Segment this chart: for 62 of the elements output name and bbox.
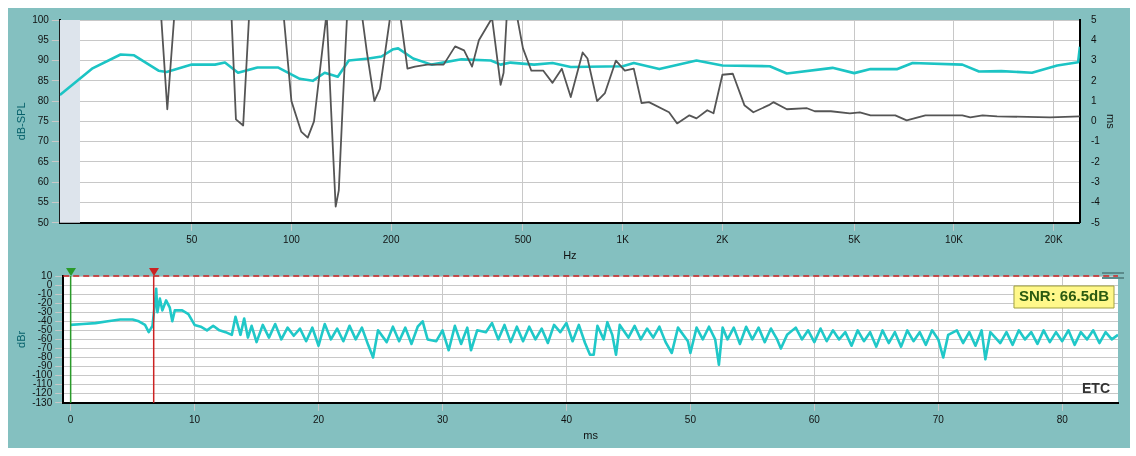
y-tick-label: 65 (37, 155, 50, 167)
x-axis-title: Hz (563, 249, 577, 262)
y2-tick-label: 5 (1090, 13, 1097, 25)
y2-tick-label: 1 (1090, 94, 1097, 106)
annotation: SNR: 66.5dB (1018, 287, 1110, 305)
annotation: ETC (1082, 379, 1110, 396)
y-tick-label: 70 (37, 135, 50, 147)
y-tick-label: 50 (37, 216, 50, 228)
y2-tick-label: -5 (1090, 216, 1101, 228)
y-tick-label: -130 (32, 396, 53, 408)
x-axis-title: ms (583, 429, 599, 442)
x-tick-label: 80 (1056, 413, 1069, 425)
x-tick-label: 100 (283, 233, 301, 245)
x-tick-label: 60 (808, 413, 821, 425)
y-tick-label: -20 (37, 296, 53, 308)
y2-tick-label: -1 (1090, 135, 1101, 147)
y-tick-label: 55 (37, 196, 50, 208)
x-tick-label: 40 (560, 413, 573, 425)
y-axis-title: dBr (14, 330, 27, 348)
y2-tick-label: 3 (1090, 54, 1097, 66)
y-tick-label: 10 (41, 269, 53, 281)
y-tick-label: 75 (37, 115, 50, 127)
y2-tick-label: 0 (1090, 115, 1097, 127)
y-tick-label: 60 (37, 175, 50, 187)
y2-tick-label: -3 (1090, 175, 1101, 187)
y-tick-label: -70 (37, 342, 53, 354)
x-tick-label: 70 (932, 413, 945, 425)
y2-tick-label: 2 (1090, 74, 1097, 86)
y-tick-label: 95 (37, 34, 50, 46)
x-tick-label: 500 (514, 233, 532, 245)
y-tick-label: -50 (37, 324, 53, 336)
y-tick-label: 90 (37, 54, 50, 66)
x-tick-label: 10 (189, 413, 201, 425)
x-tick-label: 30 (436, 413, 449, 425)
x-tick-label: 10K (945, 233, 964, 245)
y2-tick-label: -4 (1090, 196, 1101, 208)
y-tick-label: -60 (37, 333, 53, 345)
x-tick-label: 20K (1044, 233, 1063, 245)
y-tick-label: 85 (37, 74, 50, 86)
y-axis-title: dB-SPL (14, 102, 27, 141)
y-tick-label: 0 (46, 278, 53, 290)
y-tick-label: -10 (37, 287, 53, 299)
y2-tick-label: 4 (1090, 34, 1097, 46)
x-tick-label: 50 (684, 413, 697, 425)
y-tick-label: 80 (37, 94, 50, 106)
y-tick-label: 100 (32, 13, 50, 25)
y-tick-label: -40 (37, 315, 53, 327)
x-tick-label: 0 (67, 413, 74, 425)
y-tick-label: -90 (37, 360, 53, 372)
x-tick-label: 50 (186, 233, 198, 245)
y2-axis-title: ms (1105, 114, 1118, 130)
y-tick-label: -120 (32, 387, 53, 399)
x-tick-label: 5K (848, 233, 861, 245)
y2-tick-label: -2 (1090, 155, 1101, 167)
x-tick-label: 1K (616, 233, 630, 245)
x-tick-label: 200 (382, 233, 400, 245)
y-tick-label: -100 (32, 369, 53, 381)
y-tick-label: -30 (37, 305, 53, 317)
y-tick-label: -80 (37, 351, 53, 363)
y-tick-label: -110 (32, 378, 53, 390)
x-tick-label: 20 (312, 413, 325, 425)
x-tick-label: 2K (716, 233, 729, 245)
